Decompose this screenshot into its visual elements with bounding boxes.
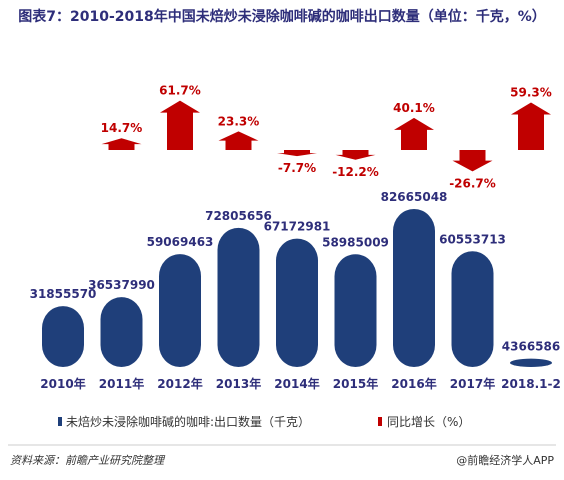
growth-arrow-6 [394,117,434,150]
bar-1 [100,297,143,367]
growth-arrow-8 [511,102,551,150]
chart-title: 图表7：2010-2018年中国未焙炒未浸除咖啡碱的咖啡出口数量（单位：千克，%… [18,9,546,25]
bar-8 [510,358,552,367]
growth-label-6: 40.1% [393,101,435,115]
x-tick-label-5: 2015年 [333,376,378,391]
bar-6 [393,209,435,367]
bar-7 [451,251,494,367]
growth-arrow-5 [335,150,376,160]
bar-label-7: 60553713 [439,232,506,246]
legend-label-growth: 同比增长（%） [387,415,470,429]
bar-label-8: 4366586 [502,340,560,354]
growth-arrow-1 [101,138,142,150]
growth-arrow-4 [277,150,317,157]
legend-swatch-bars [58,417,62,426]
bar-label-0: 31855570 [30,287,97,301]
bar-label-4: 67172981 [264,220,331,234]
x-tick-label-0: 2010年 [40,376,85,391]
bar-4 [276,238,318,367]
source-note: 资料来源：前瞻产业研究院整理 [10,454,164,467]
growth-label-7: -26.7% [449,176,496,190]
x-tick-label-7: 2017年 [450,376,495,391]
bar-5 [334,254,377,367]
bar-label-6: 82665048 [381,190,448,204]
growth-arrow-7 [452,150,493,172]
bar-3 [217,227,260,367]
x-tick-label-1: 2011年 [99,376,144,391]
growth-label-1: 14.7% [101,121,143,135]
bar-2 [159,254,201,367]
growth-label-5: -12.2% [332,165,379,179]
bar-label-5: 58985009 [322,235,389,249]
x-tick-label-6: 2016年 [391,376,436,391]
x-tick-label-2: 2012年 [157,376,202,391]
growth-label-2: 61.7% [159,84,201,98]
bar-label-1: 36537990 [88,278,155,292]
growth-label-3: 23.3% [218,114,260,128]
x-tick-label-4: 2014年 [274,376,319,391]
credit-note: @前瞻经济学人APP [456,454,554,467]
bar-0 [42,306,84,367]
x-tick-label-8: 2018.1-2 [501,377,561,391]
growth-arrow-2 [160,100,200,150]
legend-label-bars: 未焙炒未浸除咖啡碱的咖啡:出口数量（千克） [66,414,310,429]
legend-swatch-growth [378,417,382,426]
growth-arrow-3 [218,131,259,150]
bar-label-3: 72805656 [205,209,272,223]
bar-label-2: 59069463 [147,235,214,249]
growth-label-4: -7.7% [278,161,316,175]
x-tick-label-3: 2013年 [216,376,261,391]
growth-label-8: 59.3% [510,86,552,100]
